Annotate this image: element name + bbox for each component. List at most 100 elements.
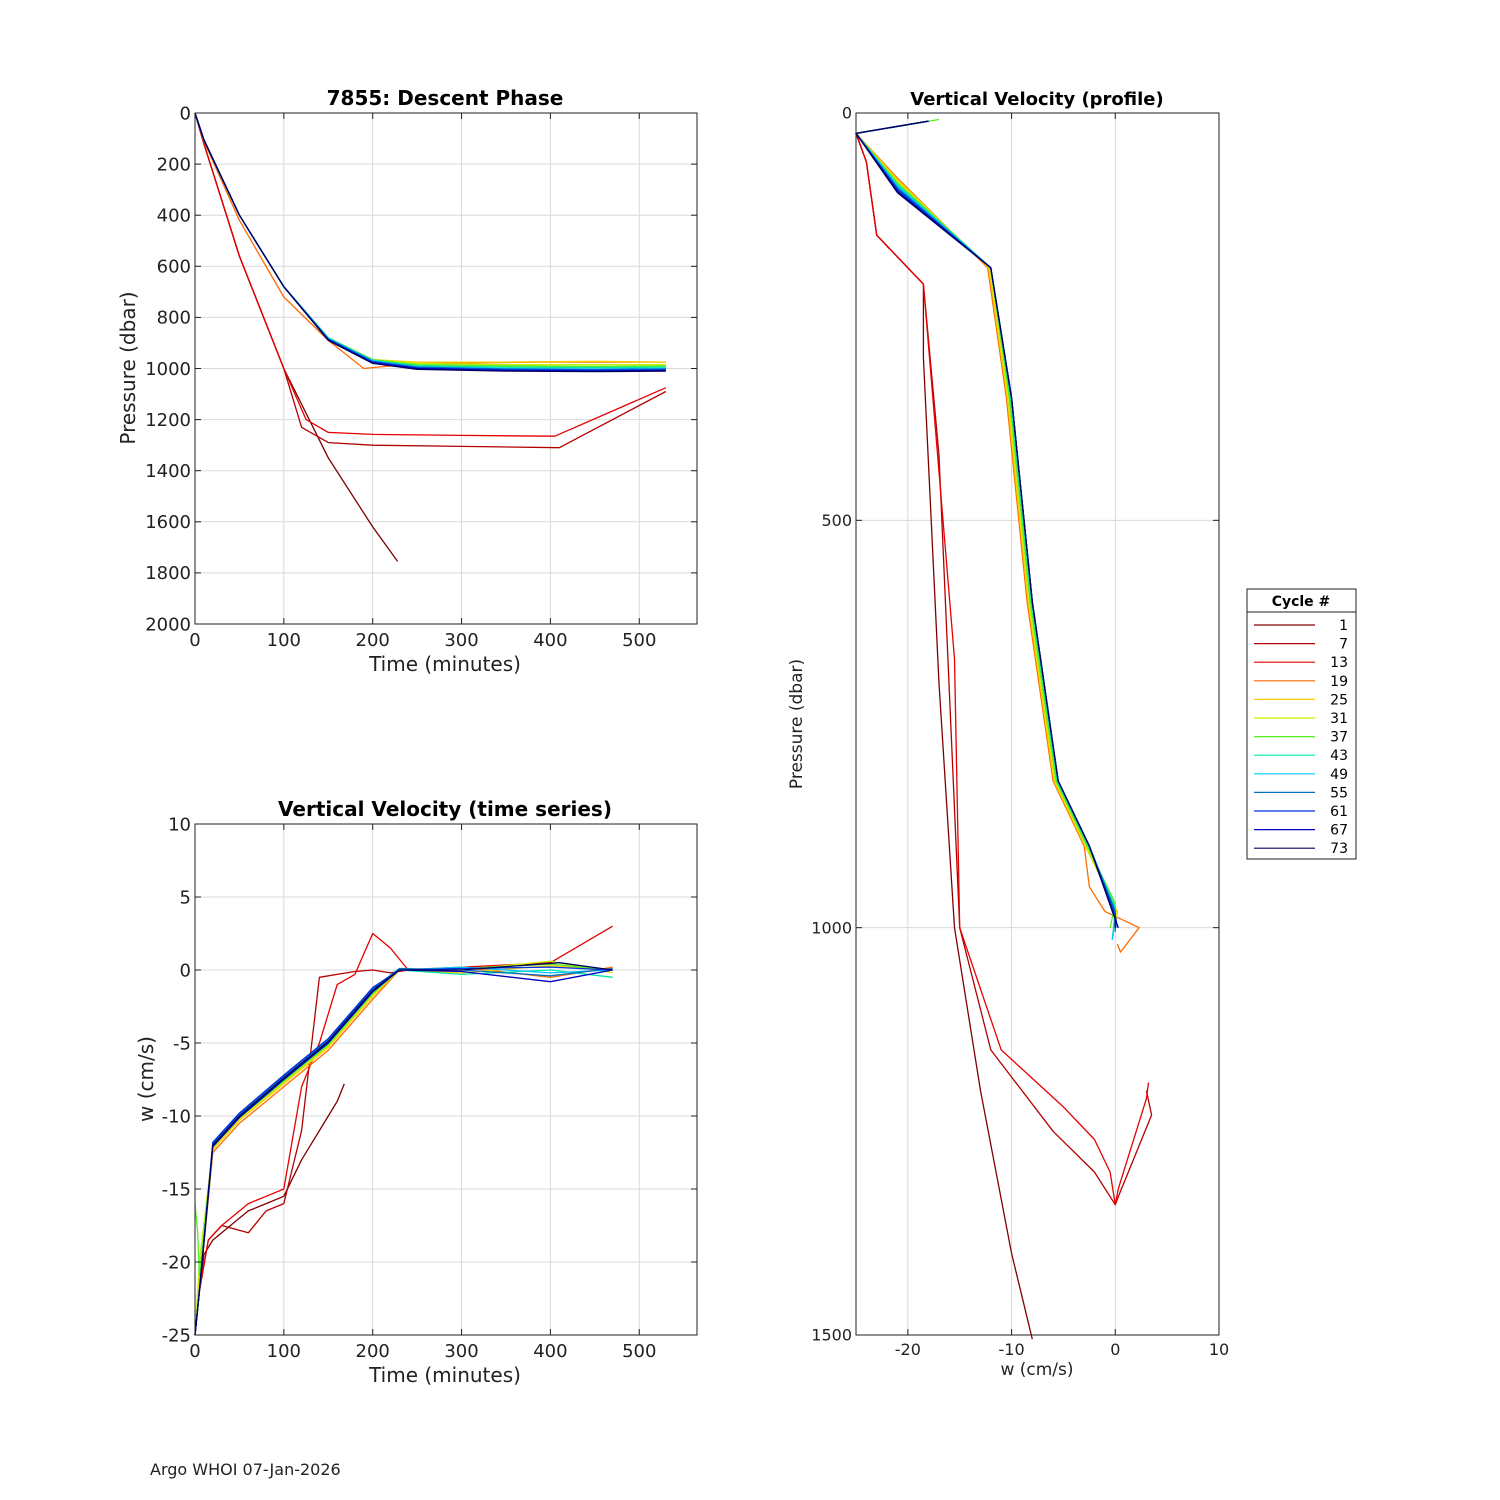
descent-x-tick-label: 0 xyxy=(189,630,200,651)
legend-label-cycle-31: 31 xyxy=(1330,711,1348,727)
vv_profile-y-tick-label: 500 xyxy=(821,511,852,530)
vv_profile-x-tick-label: -20 xyxy=(895,1340,921,1359)
descent-y-tick-label: 2000 xyxy=(145,614,191,635)
descent-x-tick-label: 500 xyxy=(622,630,656,651)
vv-profile-y-label: Pressure (dbar) xyxy=(787,659,807,789)
descent-series-cycle-73 xyxy=(194,112,666,373)
vv_time-y-tick-label: -20 xyxy=(162,1252,191,1273)
legend-label-cycle-37: 37 xyxy=(1330,730,1348,746)
legend: Cycle # 1 7 13 19 25 31 37 43 49 55 61 67 73 xyxy=(1246,588,1357,860)
descent-y-tick-label: 800 xyxy=(157,308,191,329)
vv-time-x-label: Time (minutes) xyxy=(368,1363,521,1387)
descent-y-tick-label: 0 xyxy=(180,103,191,124)
vv_time-y-tick-label: 10 xyxy=(168,814,191,835)
legend-title: Cycle # xyxy=(1272,594,1331,610)
footer-credit: Argo WHOI 07-Jan-2026 xyxy=(150,1460,341,1479)
vv_profile-x-tick-label: 0 xyxy=(1110,1340,1120,1359)
descent-y-tick-label: 400 xyxy=(157,206,191,227)
vv_profile-series-cycle-43 xyxy=(855,120,1116,936)
descent-series-cycle-37 xyxy=(194,112,666,368)
vv_profile-series-cycle-55 xyxy=(855,120,1116,932)
vv_profile-series-cycle-67 xyxy=(855,120,1120,928)
vv-time-axes-frame xyxy=(194,823,698,1336)
descent-series-cycle-19 xyxy=(194,112,666,370)
descent-series-cycle-43 xyxy=(194,112,666,369)
descent-y-tick-label: 1200 xyxy=(145,410,191,431)
vv_time-series-cycle-73 xyxy=(194,962,613,1336)
descent-series-cycle-25 xyxy=(194,112,666,363)
vv_profile-series-cycle-73 xyxy=(855,120,1116,928)
vv_time-y-tick-label: 0 xyxy=(180,960,191,981)
descent-title: 7855: Descent Phase xyxy=(327,86,564,110)
vv_profile-series-cycle-25 xyxy=(855,120,1119,928)
vv_profile-y-tick-label: 0 xyxy=(842,104,852,123)
descent-y-tick-label: 600 xyxy=(157,257,191,278)
descent-series-cycle-61 xyxy=(194,112,666,371)
vv-profile-title: Vertical Velocity (profile) xyxy=(910,89,1164,110)
descent-series-cycle-13 xyxy=(194,112,667,437)
vv-time-title: Vertical Velocity (time series) xyxy=(278,797,612,821)
vv_profile-series-cycle-13 xyxy=(855,120,1150,1206)
descent-series-cycle-67 xyxy=(194,112,666,372)
descent-panel: 7855: Descent Phase 0 100 200 300 400 5000200… xyxy=(116,86,698,676)
vv_time-series-cycle-1 xyxy=(194,1083,345,1336)
descent-series-cycle-31 xyxy=(194,112,666,366)
legend-label-cycle-73: 73 xyxy=(1330,841,1348,857)
vv_profile-series-cycle-19 xyxy=(855,120,1140,953)
vv_time-x-tick-label: 0 xyxy=(189,1341,200,1362)
descent-x-tick-label: 100 xyxy=(267,630,301,651)
vv_time-y-tick-label: -25 xyxy=(162,1325,191,1346)
vv_time-y-tick-label: -5 xyxy=(173,1033,191,1054)
descent-y-tick-label: 1600 xyxy=(145,512,191,533)
vv_profile-series-cycle-1 xyxy=(855,120,1033,1340)
vv_time-x-tick-label: 200 xyxy=(356,1341,390,1362)
vv_profile-x-tick-label: -10 xyxy=(999,1340,1025,1359)
vv_time-series-cycle-7 xyxy=(194,969,409,1336)
descent-x-tick-label: 400 xyxy=(533,630,567,651)
legend-label-cycle-43: 43 xyxy=(1330,748,1348,764)
vv_time-x-tick-label: 100 xyxy=(267,1341,301,1362)
descent-series-cycle-1 xyxy=(194,112,399,562)
legend-label-cycle-1: 1 xyxy=(1339,618,1348,634)
descent-series-cycle-49 xyxy=(194,112,666,370)
vv-profile-x-label: w (cm/s) xyxy=(1000,1360,1073,1380)
vv-profile-panel: Vertical Velocity (profile) -20 -10 0 10 0 50… xyxy=(787,89,1229,1380)
descent-y-tick-label: 1800 xyxy=(145,563,191,584)
vv_time-y-tick-label: -15 xyxy=(162,1179,191,1200)
vv_profile-series-cycle-49 xyxy=(855,120,1116,940)
vv_time-x-tick-label: 300 xyxy=(444,1341,478,1362)
descent-x-label: Time (minutes) xyxy=(368,652,521,676)
vv_profile-series-cycle-37 xyxy=(855,118,1116,928)
descent-series-cycle-55 xyxy=(194,112,666,371)
descent-x-tick-label: 300 xyxy=(444,630,478,651)
legend-box xyxy=(1246,588,1357,860)
vv-time-panel: Vertical Velocity (time series) 0 100 200 3… xyxy=(134,797,698,1387)
descent-y-tick-label: 200 xyxy=(157,154,191,175)
descent-y-tick-label: 1000 xyxy=(145,359,191,380)
legend-label-cycle-55: 55 xyxy=(1330,785,1348,801)
vv_time-x-tick-label: 500 xyxy=(622,1341,656,1362)
vv_profile-series-cycle-31 xyxy=(855,120,1117,928)
legend-label-cycle-25: 25 xyxy=(1330,692,1348,708)
descent-x-tick-label: 200 xyxy=(356,630,390,651)
vv-time-y-label: w (cm/s) xyxy=(134,1036,158,1122)
vv_time-y-tick-label: 5 xyxy=(180,887,191,908)
legend-label-cycle-67: 67 xyxy=(1330,823,1348,839)
descent-y-tick-label: 1400 xyxy=(145,461,191,482)
vv_profile-series-cycle-7 xyxy=(855,120,1153,1206)
vv_profile-x-tick-label: 10 xyxy=(1209,1340,1229,1359)
descent-y-label: Pressure (dbar) xyxy=(116,291,140,444)
legend-label-cycle-61: 61 xyxy=(1330,804,1348,820)
legend-label-cycle-13: 13 xyxy=(1330,655,1348,671)
vv_profile-y-tick-label: 1000 xyxy=(811,918,852,937)
vv_time-x-tick-label: 400 xyxy=(533,1341,567,1362)
legend-label-cycle-19: 19 xyxy=(1330,674,1348,690)
descent-series-cycle-7 xyxy=(194,112,667,449)
vv-profile-axes-frame xyxy=(855,112,1220,1336)
legend-label-cycle-7: 7 xyxy=(1339,637,1348,653)
vv_time-y-tick-label: -10 xyxy=(162,1106,191,1127)
vv_profile-series-cycle-61 xyxy=(855,120,1119,928)
legend-label-cycle-49: 49 xyxy=(1330,767,1348,783)
vv_profile-y-tick-label: 1500 xyxy=(811,1326,852,1345)
